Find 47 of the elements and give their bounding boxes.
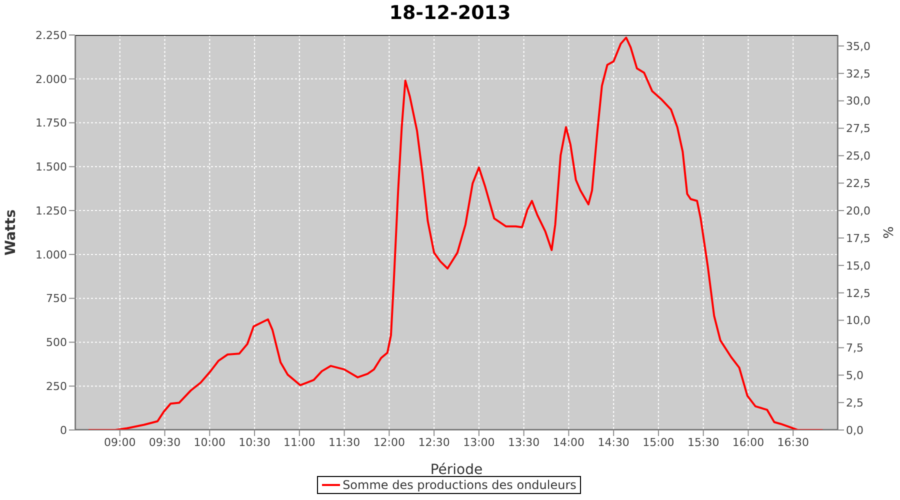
y-tick-label: 250: [46, 380, 67, 394]
y2-tick-label: 35,0: [846, 40, 870, 53]
y2-tick-label: 27,5: [846, 122, 870, 136]
y2-tick-label: 0,0: [846, 424, 864, 437]
chart-title: 18-12-2013: [388, 2, 512, 24]
x-tick-label: 12:00: [373, 436, 406, 449]
y-tick-label: 2.000: [36, 72, 67, 86]
y-tick-label: 500: [46, 336, 67, 350]
x-tick-label: 11:30: [328, 436, 360, 449]
x-tick-label: 14:30: [598, 436, 630, 449]
y-tick-label: 2.250: [36, 28, 67, 42]
y2-tick-label: 30,0: [846, 94, 870, 108]
y-tick-label: 750: [46, 292, 67, 306]
y2-tick-label: 17,5: [846, 232, 870, 245]
y2-tick-label: 2,5: [846, 396, 864, 410]
y2-tick-label: 15,0: [846, 259, 870, 272]
y2-tick-label: 5,0: [846, 369, 864, 382]
x-tick-label: 09:30: [148, 436, 181, 449]
y-tick-label: 0: [60, 424, 67, 437]
x-tick-label: 13:00: [463, 436, 495, 449]
y2-tick-label: 22,5: [846, 177, 870, 190]
y2-tick-label: 7,5: [846, 342, 864, 355]
y2-tick-label: 12,5: [846, 286, 870, 300]
x-tick-label: 16:30: [777, 436, 809, 449]
x-tick-label: 13:30: [508, 436, 540, 449]
x-axis-title: Période: [430, 462, 483, 478]
y-axis-title: Watts: [2, 209, 19, 256]
y-tick-label: 1.750: [36, 116, 67, 130]
x-tick-label: 09:00: [104, 436, 136, 449]
y2-tick-label: 25,0: [846, 150, 870, 163]
x-tick-label: 11:00: [284, 436, 316, 449]
x-tick-label: 15:30: [688, 436, 720, 449]
y2-axis-title: %: [879, 226, 894, 239]
y2-tick-label: 32,5: [846, 67, 870, 80]
line-series: [87, 36, 824, 430]
x-tick-label: 10:30: [238, 436, 270, 449]
x-tick-label: 15:00: [642, 436, 674, 449]
y2-tick-label: 10,0: [846, 314, 870, 328]
x-tick-label: 12:30: [418, 436, 450, 449]
y-tick-label: 1.000: [36, 248, 67, 262]
x-tick-label: 10:00: [194, 436, 226, 449]
legend-label: Somme des productions des onduleurs: [342, 478, 576, 492]
y-tick-label: 1.500: [36, 160, 67, 174]
y2-tick-label: 20,0: [846, 204, 870, 218]
x-tick-label: 14:00: [552, 436, 585, 449]
x-tick-label: 16:00: [732, 436, 764, 449]
y-tick-label: 1.250: [36, 204, 67, 218]
